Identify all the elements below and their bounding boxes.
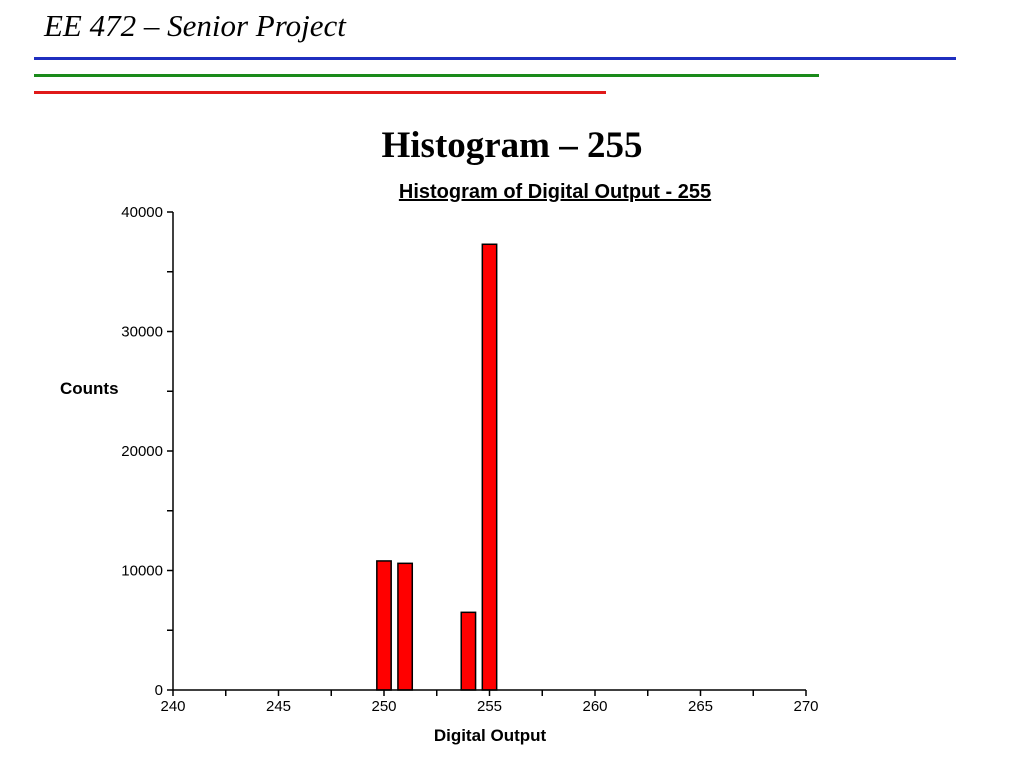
header-rule-green <box>34 74 819 77</box>
x-tick-label: 245 <box>266 698 291 715</box>
x-tick-label: 265 <box>688 698 713 715</box>
bar-251 <box>397 562 414 691</box>
x-tick-label: 260 <box>582 698 607 715</box>
axes-group: 0 10000 20000 30000 40000 240 245 250 255 260 265 2… <box>121 204 818 715</box>
x-tick-label: 255 <box>477 698 502 715</box>
y-axis-label: Counts <box>60 379 119 398</box>
slide-title: Histogram – 255 <box>381 125 643 166</box>
bar-254 <box>460 611 477 691</box>
bar-255 <box>481 243 498 691</box>
x-tick-label: 240 <box>160 698 185 715</box>
y-tick-label: 10000 <box>121 563 163 580</box>
chart-title: Histogram of Digital Output - 255 <box>399 181 711 203</box>
x-axis-label: Digital Output <box>434 726 547 745</box>
y-tick-label: 40000 <box>121 204 163 221</box>
header-title: EE 472 – Senior Project <box>44 8 346 43</box>
bar-250 <box>376 560 392 691</box>
y-tick-label: 0 <box>155 682 163 699</box>
bars-group <box>376 243 498 691</box>
y-tick-label: 30000 <box>121 324 163 341</box>
header-rule-red <box>34 91 606 94</box>
x-tick-label: 270 <box>793 698 818 715</box>
header-rule-blue <box>34 57 956 60</box>
y-tick-label: 20000 <box>121 443 163 460</box>
x-tick-label: 250 <box>371 698 396 715</box>
